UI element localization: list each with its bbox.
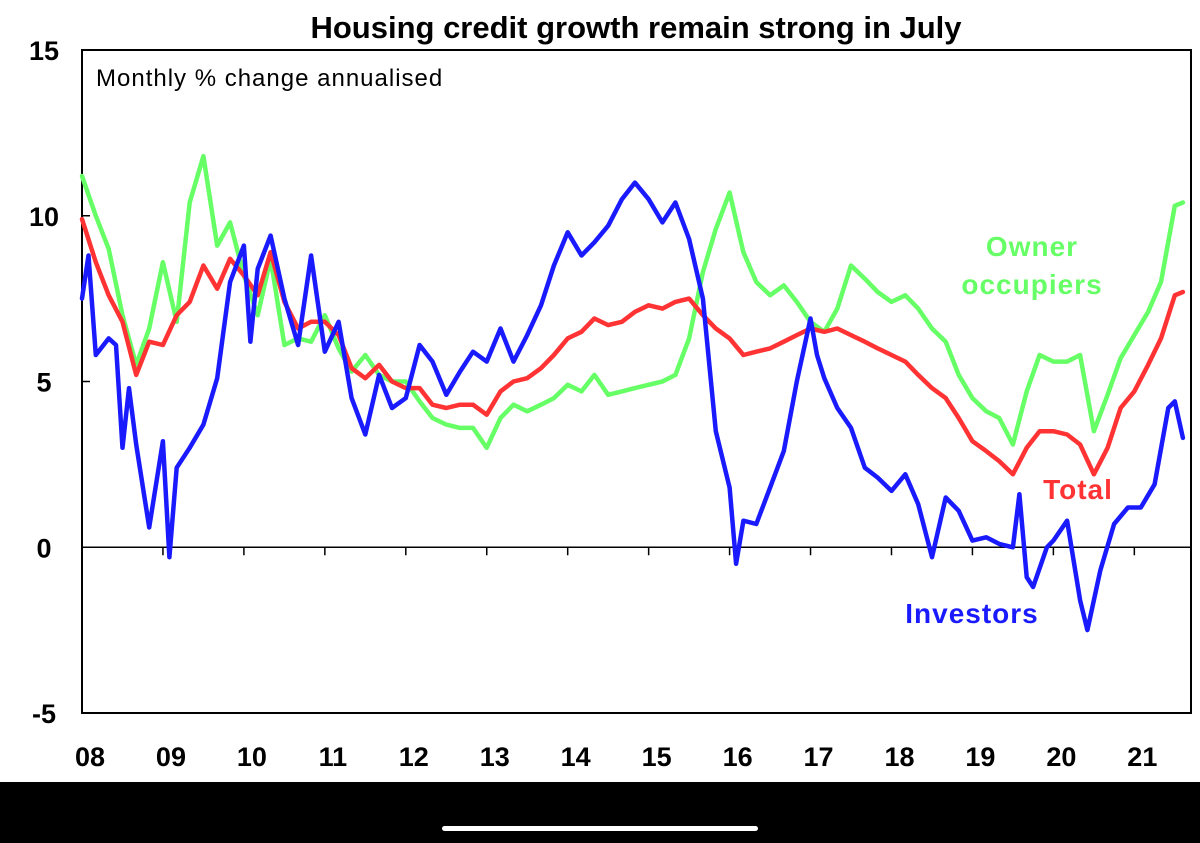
- x-tick-label: 15: [642, 742, 672, 772]
- x-tick-label: 18: [884, 742, 914, 772]
- x-tick-label: 16: [723, 742, 753, 772]
- x-tick-label: 21: [1127, 742, 1157, 772]
- series-label-total: Total: [1043, 474, 1113, 505]
- x-tick-label: 19: [965, 742, 995, 772]
- y-tick-label: 15: [29, 36, 59, 66]
- x-tick-label: 14: [561, 742, 591, 772]
- series-line-investors: [79, 180, 1186, 633]
- x-tick-label: 10: [237, 742, 267, 772]
- home-indicator: [442, 826, 758, 831]
- series-label-owner-occupiers: occupiers: [961, 269, 1102, 300]
- series-lines: [79, 153, 1186, 633]
- y-tick-label: -5: [32, 699, 56, 729]
- series-label-investors: Investors: [905, 598, 1039, 629]
- x-tick-label: 20: [1046, 742, 1076, 772]
- series-line-owner-occupiers: [79, 153, 1186, 451]
- y-tick-label: 0: [36, 533, 51, 563]
- x-tick-label: 17: [804, 742, 834, 772]
- y-tick-label: 10: [29, 202, 59, 232]
- chart-background: [0, 0, 1200, 782]
- x-tick-label: 08: [75, 742, 105, 772]
- x-tick-label: 09: [156, 742, 186, 772]
- x-tick-label: 13: [480, 742, 510, 772]
- series-labels: Owner occupiers Total Investors: [905, 231, 1113, 629]
- x-tick-label: 11: [319, 742, 348, 772]
- chart-title: Housing credit growth remain strong in J…: [310, 10, 962, 45]
- series-line-total: [79, 216, 1186, 477]
- x-tick-label: 12: [399, 742, 429, 772]
- chart-subtitle: Monthly % change annualised: [96, 65, 443, 92]
- y-tick-label: 5: [36, 368, 51, 398]
- series-label-owner-occupiers: Owner: [986, 231, 1078, 262]
